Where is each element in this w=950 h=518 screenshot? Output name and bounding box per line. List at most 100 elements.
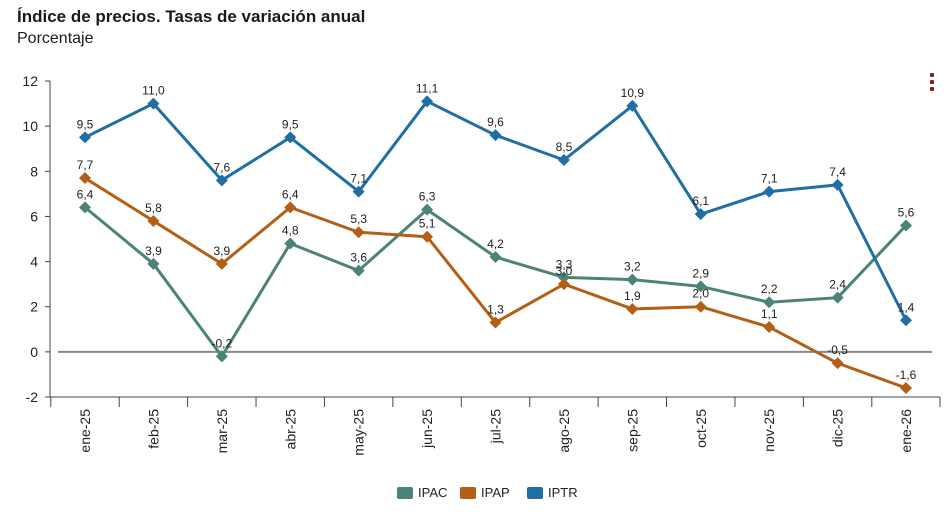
x-tick-label: nov-25: [761, 409, 777, 452]
data-point-ipap: [147, 214, 160, 227]
x-tick-label: ene-25: [77, 409, 93, 453]
data-point-iptr: [489, 129, 502, 142]
x-tick-label: mar-25: [214, 409, 230, 454]
data-label-ipac: 6,4: [77, 187, 94, 201]
x-tick-label: abr-25: [282, 409, 298, 450]
legend-item-ipap[interactable]: IPAP: [460, 485, 510, 500]
legend-item-iptr[interactable]: IPTR: [527, 485, 578, 500]
data-point-iptr: [352, 185, 365, 198]
data-point-ipap: [421, 230, 434, 243]
data-label-ipac: -0,2: [211, 336, 232, 350]
data-label-ipap: 5,8: [145, 201, 162, 215]
data-point-ipac: [831, 291, 844, 304]
data-label-iptr: 11,1: [416, 81, 439, 95]
data-label-ipap: 1,1: [761, 307, 778, 321]
data-label-iptr: 9,5: [77, 117, 94, 131]
chart-title: Índice de precios. Tasas de variación an…: [17, 7, 366, 26]
data-label-ipac: 6,3: [419, 190, 436, 204]
data-point-ipac: [421, 203, 434, 216]
data-point-ipap: [694, 300, 707, 313]
data-point-iptr: [284, 131, 297, 144]
data-label-ipap: 1,3: [487, 303, 504, 317]
data-point-ipac: [79, 201, 91, 214]
data-label-iptr: 11,0: [142, 84, 165, 98]
data-label-ipac: 3,2: [624, 260, 641, 274]
data-point-iptr: [831, 178, 844, 191]
data-label-ipac: 2,2: [761, 282, 778, 296]
x-tick-label: dic-25: [830, 409, 846, 447]
data-point-ipac: [557, 271, 570, 284]
legend-label: IPAC: [418, 485, 448, 500]
chart-subtitle: Porcentaje: [17, 30, 94, 47]
legend-item-ipac[interactable]: IPAC: [397, 485, 447, 500]
data-label-ipac: 2,9: [692, 266, 709, 280]
data-point-ipap: [489, 316, 502, 329]
y-tick-label: 10: [22, 118, 38, 134]
data-label-iptr: 1,4: [898, 300, 915, 314]
data-label-iptr: 9,5: [282, 117, 299, 131]
x-tick-label: ene-26: [898, 409, 914, 453]
data-label-iptr: 9,6: [487, 115, 504, 129]
data-label-ipac: 4,2: [487, 237, 504, 251]
data-point-ipap: [626, 302, 639, 315]
data-label-ipac: 2,4: [829, 278, 846, 292]
legend: IPAC IPAP IPTR: [0, 485, 950, 505]
data-point-ipap: [284, 201, 297, 214]
x-tick-label: jul-25: [488, 409, 504, 444]
data-point-ipac: [489, 251, 502, 264]
data-point-ipap: [557, 278, 570, 291]
data-point-ipac: [284, 237, 297, 250]
data-point-ipap: [79, 172, 91, 185]
series-line-ipap: [84, 176, 907, 390]
line-chart: -2 0 2 4 6 8 10 12 ene-25 feb-25 mar-25 abr-25 may-2…: [22, 73, 941, 456]
data-point-iptr: [215, 174, 228, 187]
data-label-ipap: 5,1: [419, 217, 436, 231]
data-point-ipap: [831, 357, 844, 370]
data-point-ipap: [215, 257, 228, 270]
x-tick-label: feb-25: [145, 409, 161, 449]
y-tick-label: 2: [30, 299, 38, 315]
data-label-ipap: 5,3: [350, 212, 367, 226]
data-point-ipac: [694, 280, 707, 293]
x-tick-label: ago-25: [556, 409, 572, 453]
legend-swatch: [527, 486, 543, 499]
data-label-ipap: 2,0: [692, 287, 709, 301]
y-tick-label: 12: [22, 73, 38, 89]
data-label-ipap: 3,9: [213, 244, 230, 258]
x-tick-label: sep-25: [624, 409, 640, 452]
kebab-menu-icon[interactable]: [928, 73, 936, 95]
data-point-ipac: [352, 264, 365, 277]
legend-label: IPAP: [481, 485, 510, 500]
data-point-iptr: [694, 208, 707, 221]
data-label-iptr: 7,6: [213, 160, 230, 174]
data-point-ipac: [215, 350, 228, 363]
data-point-iptr: [557, 154, 570, 166]
y-tick-label: 6: [30, 208, 38, 224]
data-label-iptr: 7,4: [829, 165, 846, 179]
y-tick-label: -2: [26, 389, 39, 405]
data-label-ipap: 7,7: [77, 158, 94, 172]
data-label-ipac: 5,6: [898, 205, 915, 219]
data-label-ipac: 4,8: [282, 224, 299, 238]
y-tick-label: 8: [30, 163, 38, 179]
y-tick-label: 4: [30, 254, 38, 270]
data-label-iptr: 8,5: [556, 140, 573, 154]
data-point-ipac: [147, 257, 160, 270]
data-label-ipac: 3,3: [556, 257, 573, 271]
legend-swatch: [397, 486, 413, 499]
data-label-iptr: 6,1: [692, 194, 709, 208]
data-label-ipap: 3,0: [556, 264, 573, 278]
data-label-iptr: 7,1: [761, 172, 778, 186]
data-point-ipap: [763, 321, 776, 334]
legend-swatch: [460, 486, 476, 499]
data-label-ipac: 3,6: [350, 251, 367, 265]
data-point-ipap: [900, 381, 912, 394]
data-point-iptr: [147, 97, 160, 110]
legend-label: IPTR: [548, 485, 578, 500]
data-point-ipac: [626, 273, 639, 286]
data-point-iptr: [421, 95, 434, 108]
data-point-ipap: [352, 226, 365, 239]
x-tick-label: oct-25: [693, 409, 709, 448]
data-label-ipap: -0,5: [827, 343, 848, 357]
data-point-ipac: [763, 296, 776, 309]
